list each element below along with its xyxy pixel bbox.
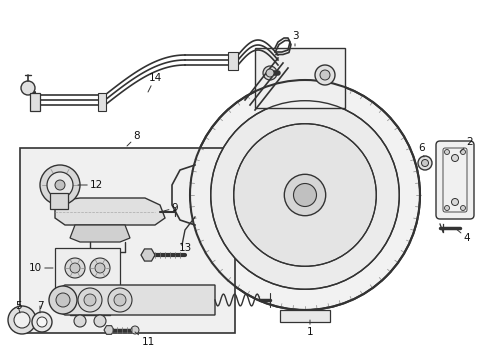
Circle shape (8, 306, 36, 334)
Bar (280, 310, 330, 322)
Circle shape (90, 258, 110, 278)
Circle shape (131, 326, 139, 334)
Bar (30, 93, 40, 111)
Polygon shape (70, 225, 130, 242)
Circle shape (40, 165, 80, 205)
Polygon shape (141, 249, 155, 261)
Circle shape (95, 263, 105, 273)
Bar (228, 52, 238, 70)
Text: 2: 2 (460, 137, 473, 152)
Circle shape (32, 312, 52, 332)
Circle shape (444, 206, 449, 211)
Circle shape (94, 315, 106, 327)
Circle shape (49, 286, 77, 314)
Polygon shape (55, 285, 215, 315)
Circle shape (21, 81, 35, 95)
Circle shape (108, 288, 132, 312)
Circle shape (211, 101, 399, 289)
Circle shape (266, 69, 274, 77)
Circle shape (56, 293, 70, 307)
Circle shape (263, 66, 277, 80)
Circle shape (14, 312, 30, 328)
Circle shape (444, 149, 449, 154)
Bar (20, 148, 235, 333)
Circle shape (55, 180, 65, 190)
Circle shape (74, 315, 86, 327)
Text: 7: 7 (37, 301, 43, 313)
Text: 13: 13 (175, 243, 192, 255)
Circle shape (65, 258, 85, 278)
Circle shape (320, 70, 330, 80)
Circle shape (461, 206, 465, 211)
Circle shape (315, 65, 335, 85)
Bar (50, 193, 68, 209)
Circle shape (451, 198, 459, 206)
Bar (255, 48, 345, 108)
Text: 14: 14 (148, 73, 162, 92)
Circle shape (284, 174, 326, 216)
Text: 1: 1 (307, 320, 313, 337)
Text: 12: 12 (78, 180, 103, 190)
Circle shape (418, 156, 432, 170)
Circle shape (47, 172, 73, 198)
Bar (55, 248, 120, 288)
Circle shape (84, 294, 96, 306)
Circle shape (451, 154, 459, 162)
Text: 9: 9 (160, 203, 178, 213)
Text: 5: 5 (15, 301, 21, 313)
Circle shape (294, 184, 317, 207)
Polygon shape (104, 326, 114, 334)
Polygon shape (55, 198, 165, 225)
Circle shape (78, 288, 102, 312)
Circle shape (114, 294, 126, 306)
Text: 10: 10 (29, 263, 53, 273)
Text: 11: 11 (135, 332, 155, 347)
Text: 6: 6 (418, 143, 425, 157)
Text: 4: 4 (455, 228, 470, 243)
Circle shape (234, 124, 376, 266)
Circle shape (37, 317, 47, 327)
Circle shape (190, 80, 420, 310)
Bar (98, 93, 106, 111)
Circle shape (421, 159, 428, 166)
Text: 8: 8 (127, 131, 140, 146)
Circle shape (70, 263, 80, 273)
Circle shape (461, 149, 465, 154)
Text: 3: 3 (292, 31, 298, 46)
FancyBboxPatch shape (436, 141, 474, 219)
